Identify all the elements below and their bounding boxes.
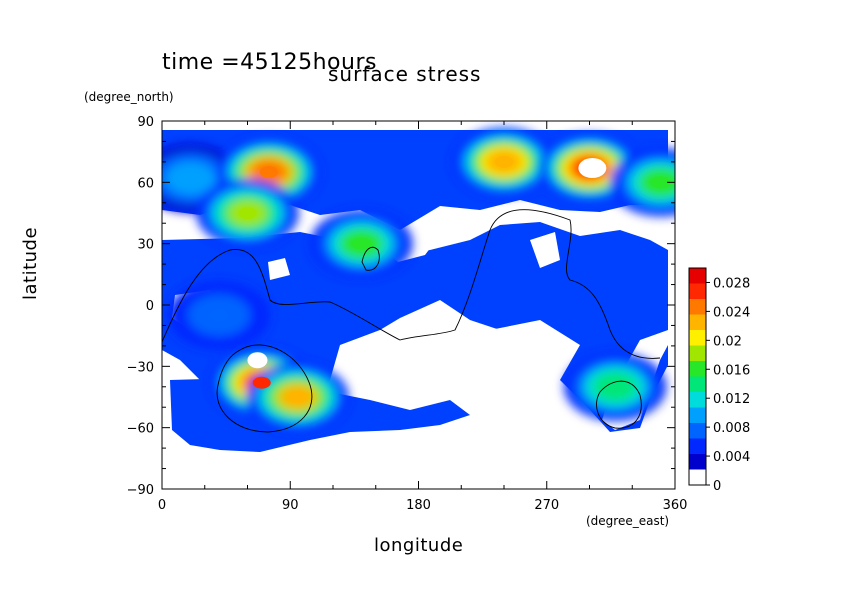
colorbar-swatch bbox=[689, 268, 706, 284]
colorbar-swatch bbox=[689, 407, 706, 423]
y-axis-unit: (degree_north) bbox=[84, 90, 174, 104]
colorbar-tick-label: 0.028 bbox=[713, 276, 750, 291]
x-axis-label: longitude bbox=[374, 535, 464, 556]
core-north-pacific-jet bbox=[495, 155, 513, 168]
y-tick-label: 0 bbox=[146, 299, 154, 314]
core-south-america-east bbox=[606, 380, 625, 393]
colorbar-swatch bbox=[689, 330, 706, 346]
colorbar-swatch bbox=[689, 345, 706, 361]
hole-2 bbox=[480, 320, 580, 400]
hole-5 bbox=[530, 232, 560, 268]
colorbar-swatch bbox=[689, 454, 706, 470]
x-tick-label: 180 bbox=[406, 498, 431, 513]
core-africa-south-jet bbox=[252, 376, 271, 389]
y-tick-label: 60 bbox=[137, 176, 154, 191]
hole-7 bbox=[162, 440, 180, 489]
continent-outlines bbox=[162, 209, 661, 433]
core-africa-south-east bbox=[288, 391, 307, 403]
x-tick-label: 270 bbox=[534, 498, 559, 513]
colorbar-swatch bbox=[689, 314, 706, 330]
outline-south-africa bbox=[216, 344, 313, 433]
colorbar-tick-label: 0.012 bbox=[713, 392, 750, 407]
colorbar-swatch bbox=[689, 299, 706, 315]
colorbar-swatch bbox=[689, 423, 706, 439]
colorbar-swatch bbox=[689, 438, 706, 454]
x-tick-label: 360 bbox=[663, 498, 688, 513]
x-ticks: 0 90 180 270 360 bbox=[158, 121, 688, 513]
core-central-pacific-band bbox=[352, 237, 371, 250]
hole-4 bbox=[380, 345, 440, 395]
y-tick-label: 30 bbox=[137, 238, 154, 253]
colorbar-tick-label: 0.02 bbox=[713, 334, 742, 349]
stress-field bbox=[162, 121, 675, 489]
colorbar-tick-label: 0.024 bbox=[713, 305, 750, 320]
colorbar-tick-label: 0.016 bbox=[713, 363, 750, 378]
colorbar-swatch bbox=[689, 361, 706, 377]
core-equatorial-band bbox=[210, 309, 228, 322]
y-tick-label: −90 bbox=[127, 483, 154, 498]
time-label: time =45125hours bbox=[162, 50, 377, 75]
core-labrador-greenland-jet bbox=[259, 166, 278, 179]
hole-8 bbox=[268, 258, 290, 280]
outline-island bbox=[361, 246, 380, 271]
colorbar-swatch bbox=[689, 392, 706, 408]
colorbar-swatch bbox=[689, 283, 706, 299]
core-hole-africa-south bbox=[247, 352, 268, 369]
x-tick-label: 0 bbox=[158, 498, 166, 513]
y-tick-label: 90 bbox=[137, 115, 154, 130]
colorbar-tick-label: 0.008 bbox=[713, 421, 750, 436]
core-hole-north-pacific bbox=[578, 158, 607, 179]
colorbar-frame bbox=[688, 267, 707, 486]
colorbar-swatch bbox=[689, 469, 706, 485]
core-north-america-west bbox=[238, 207, 257, 219]
colorbar-swatch bbox=[689, 376, 706, 392]
x-tick-label: 90 bbox=[282, 498, 299, 513]
outline-africa bbox=[162, 209, 661, 359]
colorbar: 0 0.004 0.008 0.012 0.016 0.02 0.024 0.028 bbox=[688, 267, 750, 494]
y-ticks: −90 −60 −30 0 30 60 90 bbox=[127, 115, 675, 498]
y-tick-label: −60 bbox=[127, 422, 154, 437]
x-axis-unit: (degree_east) bbox=[586, 514, 670, 528]
outline-south-america bbox=[596, 380, 642, 429]
chart-title: surface stress bbox=[328, 62, 482, 86]
colorbar-tick-label: 0.004 bbox=[713, 450, 750, 465]
hole-6 bbox=[450, 440, 540, 489]
core-north-atlantic-storm-track bbox=[181, 172, 200, 185]
core-asia-east bbox=[651, 176, 670, 189]
colorbar-tick-label: 0 bbox=[713, 479, 721, 494]
y-tick-label: −30 bbox=[127, 360, 154, 375]
